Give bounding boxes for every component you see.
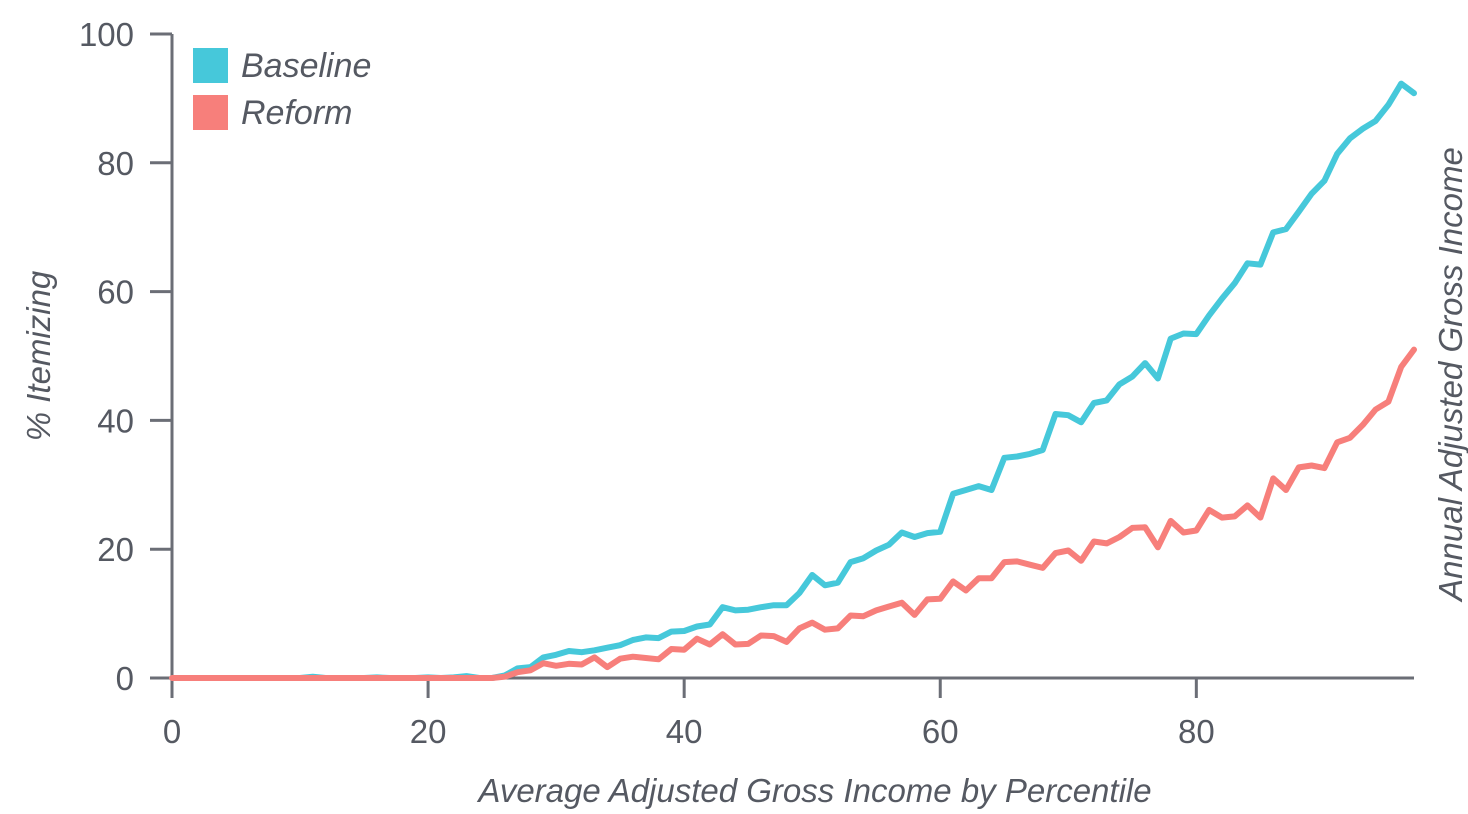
y-axis-title: % Itemizing	[20, 270, 57, 441]
y-tick-label: 80	[97, 145, 134, 182]
legend-swatch-baseline	[193, 48, 228, 83]
legend-swatch-reform	[193, 95, 228, 130]
x-axis-title: Average Adjusted Gross Income by Percent…	[476, 772, 1151, 809]
legend: Baseline Reform	[193, 47, 371, 132]
y-tick-label: 60	[97, 274, 134, 311]
x-tick-label: 60	[922, 713, 959, 750]
x-tick-label: 40	[666, 713, 703, 750]
x-tick-label: 20	[410, 713, 447, 750]
series-line-baseline	[169, 80, 1417, 681]
y-tick-label: 100	[79, 16, 134, 53]
x-tick-label: 80	[1178, 713, 1215, 750]
secondary-axis-title: Annual Adjusted Gross Income	[1432, 147, 1468, 603]
y-tick-label: 20	[97, 531, 134, 568]
x-tick-label: 0	[163, 713, 181, 750]
y-tick-label: 40	[97, 402, 134, 439]
y-tick-label: 0	[116, 660, 134, 697]
legend-label-baseline: Baseline	[241, 47, 371, 85]
series-line-reform	[169, 346, 1417, 681]
legend-label-reform: Reform	[241, 94, 352, 132]
series-layer	[169, 80, 1417, 681]
